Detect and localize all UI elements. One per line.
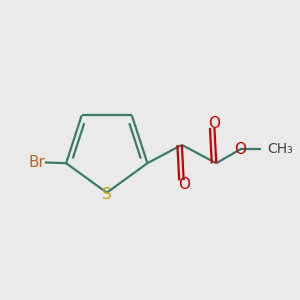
Text: O: O — [178, 177, 190, 192]
Text: CH₃: CH₃ — [268, 142, 293, 156]
Text: S: S — [102, 188, 112, 202]
Text: O: O — [234, 142, 246, 157]
Text: Br: Br — [28, 155, 45, 170]
Text: O: O — [208, 116, 220, 131]
